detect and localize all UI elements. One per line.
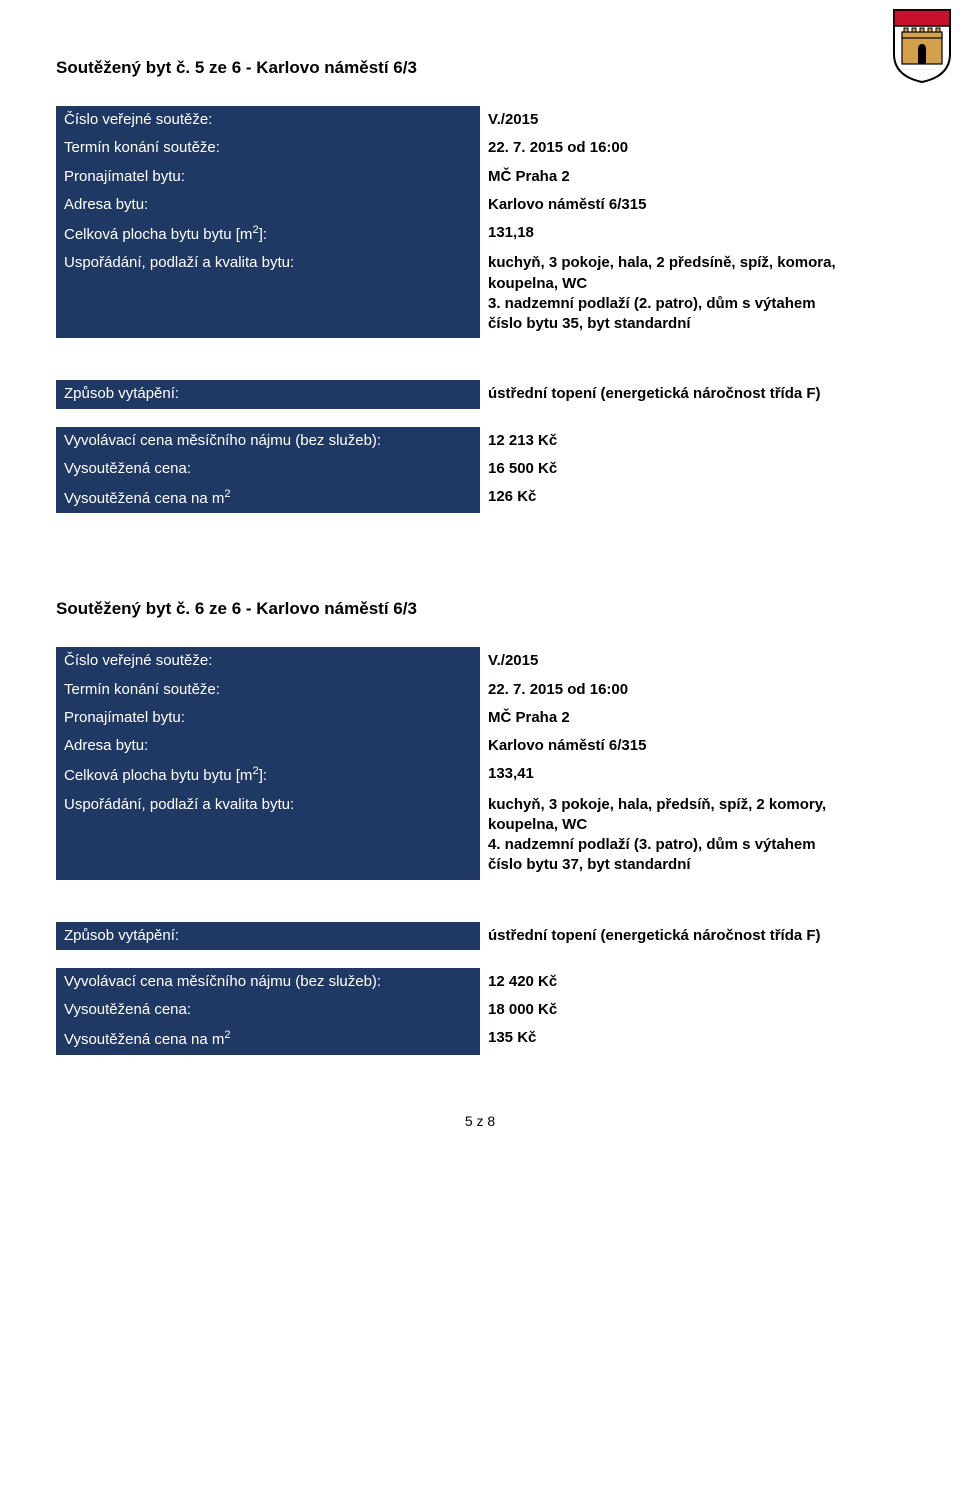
- table-row: Způsob vytápění:ústřední topení (energet…: [56, 380, 904, 408]
- row-label: Vysoutěžená cena:: [56, 455, 480, 483]
- row-label: Číslo veřejné soutěže:: [56, 647, 480, 675]
- table-row: Číslo veřejné soutěže:V./2015: [56, 647, 904, 675]
- row-value: 133,41: [480, 760, 904, 790]
- row-label: Celková plocha bytu bytu [m2]:: [56, 760, 480, 790]
- row-label: Uspořádání, podlaží a kvalita bytu:: [56, 791, 480, 880]
- row-value: 131,18: [480, 219, 904, 249]
- row-value: 22. 7. 2015 od 16:00: [480, 676, 904, 704]
- table-row: Celková plocha bytu bytu [m2]:133,41: [56, 760, 904, 790]
- row-value: ústřední topení (energetická náročnost t…: [480, 922, 904, 950]
- row-value: kuchyň, 3 pokoje, hala, 2 předsíně, spíž…: [480, 249, 904, 338]
- table-row: Pronajímatel bytu:MČ Praha 2: [56, 704, 904, 732]
- listing1-mid-table: Způsob vytápění:ústřední topení (energet…: [56, 380, 904, 408]
- row-value: Karlovo náměstí 6/315: [480, 732, 904, 760]
- table-row: Vysoutěžená cena:18 000 Kč: [56, 996, 904, 1024]
- row-value: ústřední topení (energetická náročnost t…: [480, 380, 904, 408]
- listing2-top-table: Číslo veřejné soutěže:V./2015Termín koná…: [56, 647, 904, 879]
- row-value: 18 000 Kč: [480, 996, 904, 1024]
- table-row: Způsob vytápění:ústřední topení (energet…: [56, 922, 904, 950]
- row-label: Vyvolávací cena měsíčního nájmu (bez slu…: [56, 427, 480, 455]
- table-row: Vyvolávací cena měsíčního nájmu (bez slu…: [56, 968, 904, 996]
- table-row: Vysoutěžená cena na m2135 Kč: [56, 1024, 904, 1054]
- table-row: Vyvolávací cena měsíčního nájmu (bez slu…: [56, 427, 904, 455]
- row-label: Termín konání soutěže:: [56, 134, 480, 162]
- table-row: Adresa bytu:Karlovo náměstí 6/315: [56, 732, 904, 760]
- table-row: Číslo veřejné soutěže:V./2015: [56, 106, 904, 134]
- listing-title: Soutěžený byt č. 6 ze 6 - Karlovo náměst…: [56, 599, 904, 619]
- listing2-mid-table: Způsob vytápění:ústřední topení (energet…: [56, 922, 904, 950]
- listing2-bot-table: Vyvolávací cena měsíčního nájmu (bez slu…: [56, 968, 904, 1055]
- table-row: Celková plocha bytu bytu [m2]:131,18: [56, 219, 904, 249]
- row-value: 22. 7. 2015 od 16:00: [480, 134, 904, 162]
- row-label: Vyvolávací cena měsíčního nájmu (bez slu…: [56, 968, 480, 996]
- row-value: 16 500 Kč: [480, 455, 904, 483]
- row-value: V./2015: [480, 647, 904, 675]
- table-row: Vysoutěžená cena:16 500 Kč: [56, 455, 904, 483]
- row-label: Číslo veřejné soutěže:: [56, 106, 480, 134]
- table-row: Uspořádání, podlaží a kvalita bytu:kuchy…: [56, 249, 904, 338]
- row-label: Pronajímatel bytu:: [56, 163, 480, 191]
- row-value: 135 Kč: [480, 1024, 904, 1054]
- row-label: Způsob vytápění:: [56, 380, 480, 408]
- table-row: Pronajímatel bytu:MČ Praha 2: [56, 163, 904, 191]
- row-value: 126 Kč: [480, 483, 904, 513]
- row-value: 12 420 Kč: [480, 968, 904, 996]
- row-label: Vysoutěžená cena na m2: [56, 1024, 480, 1054]
- listing1-top-table: Číslo veřejné soutěže:V./2015Termín koná…: [56, 106, 904, 338]
- table-row: Termín konání soutěže:22. 7. 2015 od 16:…: [56, 676, 904, 704]
- row-label: Pronajímatel bytu:: [56, 704, 480, 732]
- row-label: Způsob vytápění:: [56, 922, 480, 950]
- row-value: kuchyň, 3 pokoje, hala, předsíň, spíž, 2…: [480, 791, 904, 880]
- row-value: MČ Praha 2: [480, 163, 904, 191]
- row-label: Uspořádání, podlaží a kvalita bytu:: [56, 249, 480, 338]
- row-value: Karlovo náměstí 6/315: [480, 191, 904, 219]
- row-label: Adresa bytu:: [56, 191, 480, 219]
- row-label: Adresa bytu:: [56, 732, 480, 760]
- listing1-bot-table: Vyvolávací cena měsíčního nájmu (bez slu…: [56, 427, 904, 514]
- table-row: Vysoutěžená cena na m2126 Kč: [56, 483, 904, 513]
- listing-title: Soutěžený byt č. 5 ze 6 - Karlovo náměst…: [56, 58, 904, 78]
- table-row: Uspořádání, podlaží a kvalita bytu:kuchy…: [56, 791, 904, 880]
- row-label: Celková plocha bytu bytu [m2]:: [56, 219, 480, 249]
- row-label: Termín konání soutěže:: [56, 676, 480, 704]
- table-row: Adresa bytu:Karlovo náměstí 6/315: [56, 191, 904, 219]
- coat-of-arms-icon: [890, 6, 954, 84]
- page-footer: 5 z 8: [56, 1113, 904, 1129]
- table-row: Termín konání soutěže:22. 7. 2015 od 16:…: [56, 134, 904, 162]
- row-value: 12 213 Kč: [480, 427, 904, 455]
- row-label: Vysoutěžená cena na m2: [56, 483, 480, 513]
- row-value: V./2015: [480, 106, 904, 134]
- row-label: Vysoutěžená cena:: [56, 996, 480, 1024]
- row-value: MČ Praha 2: [480, 704, 904, 732]
